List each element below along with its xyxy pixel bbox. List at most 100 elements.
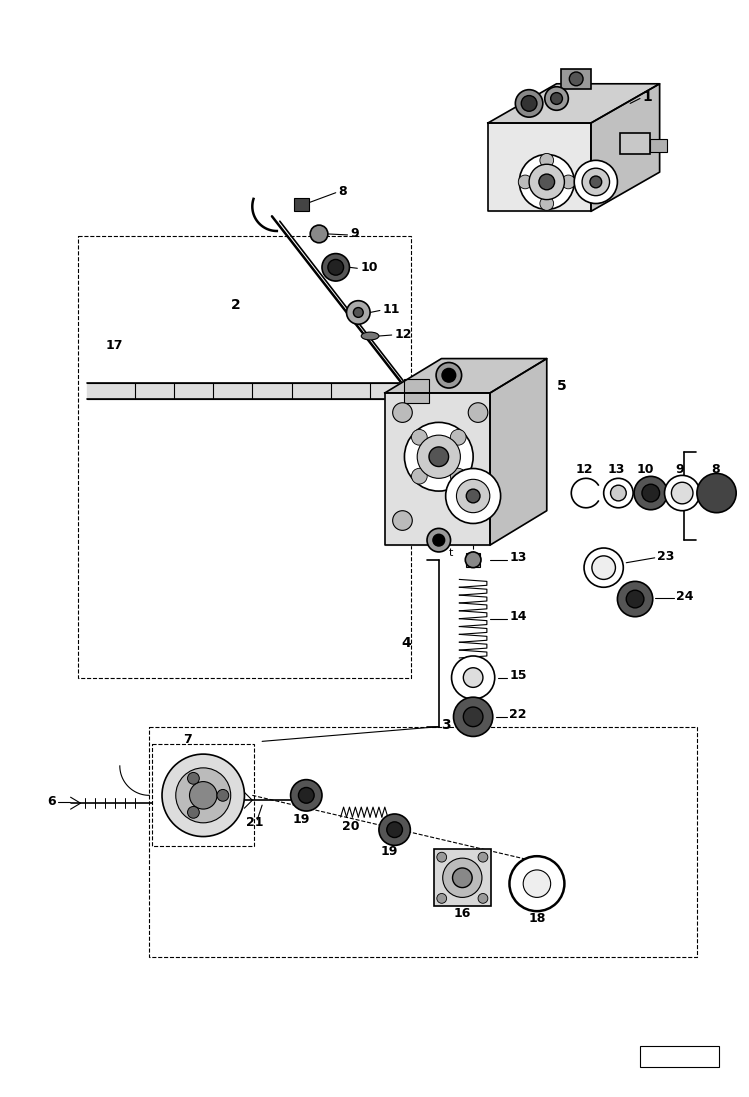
Text: 16: 16 [454,906,471,919]
Circle shape [442,369,455,382]
Circle shape [436,362,461,388]
Polygon shape [88,383,424,399]
Circle shape [354,307,363,317]
Circle shape [446,468,500,523]
Circle shape [411,468,427,484]
Text: 10: 10 [360,261,377,274]
Polygon shape [490,359,547,545]
Bar [404,380,429,403]
Circle shape [592,556,616,579]
Polygon shape [385,393,490,545]
Circle shape [453,698,493,736]
Circle shape [347,301,370,325]
Text: 24: 24 [676,589,694,602]
Text: 1: 1 [643,90,652,103]
Circle shape [610,485,626,501]
Circle shape [465,552,481,567]
Circle shape [582,168,610,195]
Polygon shape [385,359,547,393]
Text: B-26716: B-26716 [645,1051,697,1064]
Text: 8: 8 [339,185,348,199]
Circle shape [562,176,575,189]
Text: 23: 23 [657,551,674,564]
Circle shape [328,260,344,275]
Circle shape [540,196,554,211]
Circle shape [187,772,199,784]
Circle shape [450,468,466,484]
Circle shape [404,422,473,491]
Ellipse shape [361,332,379,340]
Text: 8: 8 [712,463,720,476]
Circle shape [697,474,736,512]
Bar [620,133,650,155]
Circle shape [392,511,412,530]
Circle shape [298,788,314,803]
Circle shape [574,160,617,204]
Text: 20: 20 [342,821,360,834]
Circle shape [411,429,427,445]
Circle shape [429,446,449,466]
Circle shape [519,155,574,210]
Circle shape [478,852,488,862]
Circle shape [626,590,644,608]
Text: 14: 14 [509,610,527,623]
Text: 12: 12 [395,328,412,340]
Circle shape [642,484,660,502]
Circle shape [634,476,667,510]
Circle shape [671,483,693,504]
Circle shape [437,893,446,903]
Bar [562,69,591,89]
Circle shape [189,781,217,810]
Text: 21: 21 [246,816,263,829]
Circle shape [310,225,328,242]
Text: 12: 12 [575,463,592,476]
Text: 3: 3 [440,717,450,732]
Text: 2: 2 [698,489,708,504]
Circle shape [529,165,565,200]
Circle shape [478,893,488,903]
Bar [294,197,309,212]
Circle shape [467,489,480,502]
Circle shape [162,754,244,837]
Circle shape [590,176,601,188]
Circle shape [468,403,488,422]
Bar [149,726,697,958]
Circle shape [427,529,451,552]
Circle shape [551,92,562,104]
Text: 17: 17 [105,339,123,352]
Text: 19: 19 [293,813,310,826]
Text: 19: 19 [381,845,398,858]
Text: 7: 7 [184,733,192,746]
Circle shape [450,429,466,445]
Circle shape [545,87,568,111]
Circle shape [464,668,483,688]
Text: 13: 13 [509,552,527,564]
Text: 6: 6 [47,794,56,807]
Bar [467,553,480,567]
Circle shape [617,581,652,617]
Polygon shape [591,83,660,212]
Circle shape [452,868,472,887]
Text: t: t [449,547,453,558]
Bar [78,236,411,678]
Circle shape [187,806,199,818]
Text: 9: 9 [675,463,684,476]
Circle shape [456,479,490,512]
Bar [152,744,254,847]
Circle shape [437,852,446,862]
Circle shape [392,403,412,422]
Circle shape [509,856,565,912]
Circle shape [464,706,483,726]
Text: 22: 22 [509,709,527,722]
Polygon shape [488,123,591,212]
Circle shape [291,780,322,811]
Circle shape [518,176,532,189]
Bar [434,849,491,906]
Circle shape [540,154,554,167]
Text: 2: 2 [231,297,240,312]
Circle shape [443,858,482,897]
Circle shape [604,478,633,508]
Text: 18: 18 [528,912,545,925]
Text: 9: 9 [351,227,359,240]
Bar [78,236,411,678]
